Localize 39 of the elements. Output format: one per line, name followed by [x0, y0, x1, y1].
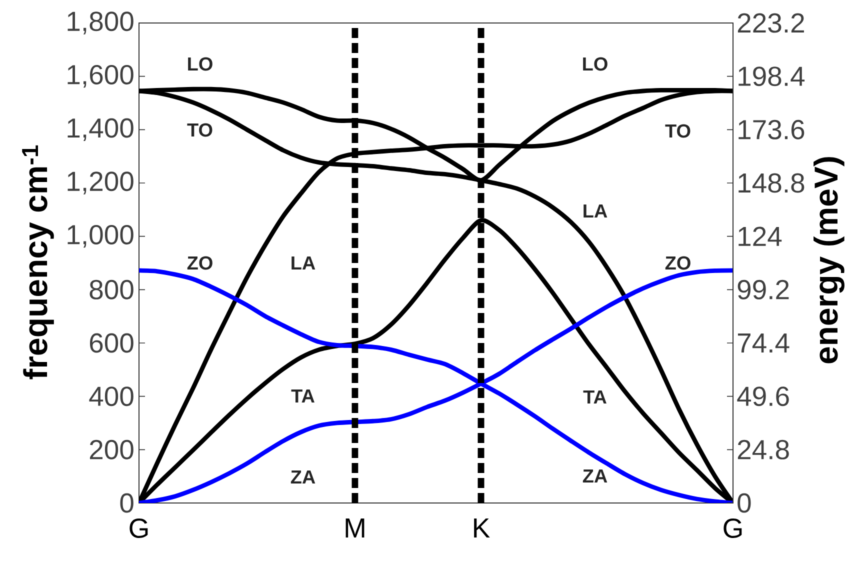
annotation: TA — [291, 389, 314, 403]
y2-tick-label: 173.6 — [738, 120, 804, 140]
y-tick-label: 1,200 — [68, 172, 134, 194]
y2-tick-label: 0 — [738, 493, 751, 513]
y2-axis-title: energy (meV) — [814, 157, 844, 364]
x-tick-label: K — [474, 518, 490, 538]
y-tick-label: 1,400 — [68, 118, 134, 142]
y2-tick-label: 198.4 — [738, 66, 805, 86]
annotation: TA — [583, 390, 606, 404]
annotation: LA — [292, 256, 316, 270]
y2-tick-label: 24.8 — [738, 440, 789, 460]
line-series — [139, 268, 734, 503]
y-tick-label: 0 — [120, 493, 134, 513]
y-axis-title: frequency cm$^{-1}$ — [22, 145, 54, 380]
annotation: ZA — [290, 470, 316, 484]
y-tick-label: 600 — [90, 333, 134, 353]
y-tick-label: 800 — [90, 280, 134, 300]
annotation: ZO — [187, 256, 212, 270]
annotation: TO — [187, 123, 212, 137]
y-tick-label: 200 — [90, 440, 134, 460]
y2-tick-label: 74.4 — [738, 334, 790, 352]
x-tick-label: G — [724, 518, 742, 538]
annotation: LA — [584, 204, 608, 218]
annotation: ZA — [582, 469, 608, 483]
y2-tick-label: 124 — [738, 226, 782, 246]
y-tick-label: 400 — [89, 386, 134, 406]
y2-tick-label: 148.8 — [738, 173, 804, 193]
y-tick-label: 1,000 — [68, 224, 134, 248]
y2-tick-label: 99.2 — [738, 280, 789, 300]
annotation: TO — [665, 124, 690, 138]
y2-tick-label: 223.2 — [738, 13, 804, 33]
x-tick-label: G — [130, 518, 148, 538]
x-tick-label: M — [346, 518, 364, 538]
annotation: LO — [188, 57, 212, 71]
y2-tick-label: 49.6 — [737, 386, 789, 406]
y-tick-label: 1,600 — [68, 64, 134, 88]
annotation: ZO — [665, 256, 690, 270]
y-tick-label: 1,800 — [68, 12, 134, 34]
annotation: LO — [583, 57, 608, 71]
